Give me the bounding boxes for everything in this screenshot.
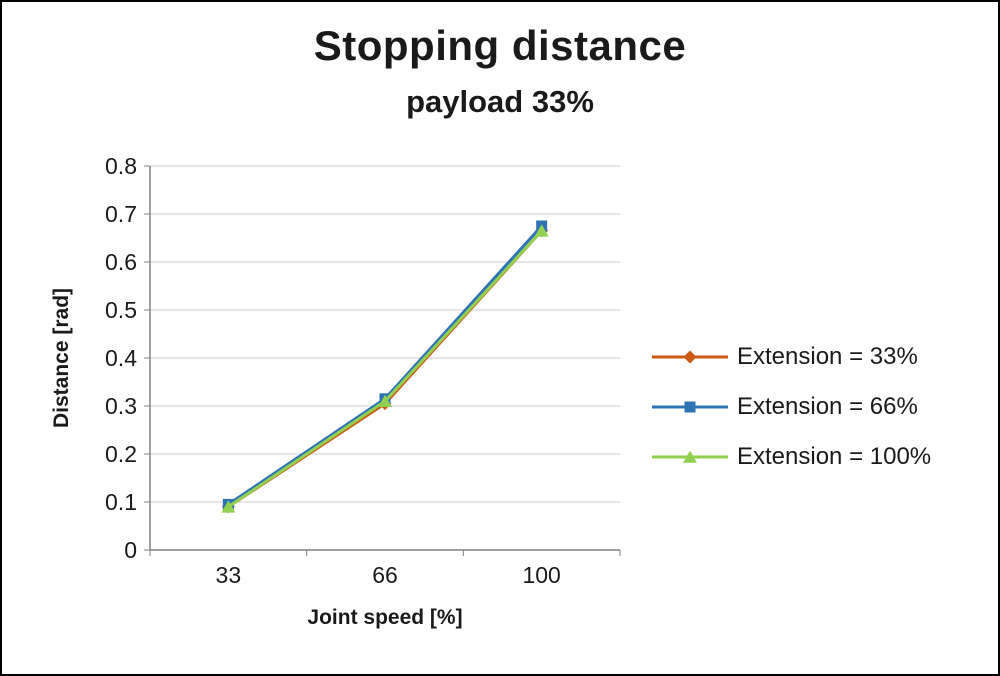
x-axis-title: Joint speed [%] (307, 606, 463, 629)
legend-item-extension-66: Extension = 66% (650, 382, 931, 432)
svg-text:0: 0 (124, 537, 137, 563)
svg-text:0.5: 0.5 (105, 297, 137, 323)
legend-label-extension-100: Extension = 100% (737, 443, 932, 470)
legend: Extension = 33% Extension = 66% Extensio… (650, 332, 931, 482)
svg-text:0.7: 0.7 (105, 201, 137, 227)
svg-text:0.1: 0.1 (105, 489, 137, 515)
svg-text:0.3: 0.3 (105, 393, 137, 419)
legend-line-square-icon (652, 401, 728, 413)
legend-label-extension-66: Extension = 66% (737, 393, 918, 420)
legend-label-extension-33: Extension = 33% (737, 343, 918, 370)
svg-text:33: 33 (216, 562, 242, 588)
chart-title: Stopping distance (313, 22, 687, 69)
chart-subtitle: payload 33% (406, 84, 594, 119)
svg-text:0.8: 0.8 (105, 153, 137, 179)
legend-item-extension-100: Extension = 100% (650, 432, 931, 482)
svg-text:0.6: 0.6 (105, 249, 137, 275)
legend-item-extension-33: Extension = 33% (650, 332, 931, 382)
svg-text:66: 66 (372, 562, 398, 588)
legend-line-diamond-icon (652, 350, 728, 364)
svg-text:0.2: 0.2 (105, 441, 137, 467)
y-axis-title: Distance [rad] (50, 287, 73, 429)
legend-line-triangle-icon (652, 450, 728, 463)
svg-text:100: 100 (522, 562, 560, 588)
svg-text:0.4: 0.4 (105, 345, 137, 371)
